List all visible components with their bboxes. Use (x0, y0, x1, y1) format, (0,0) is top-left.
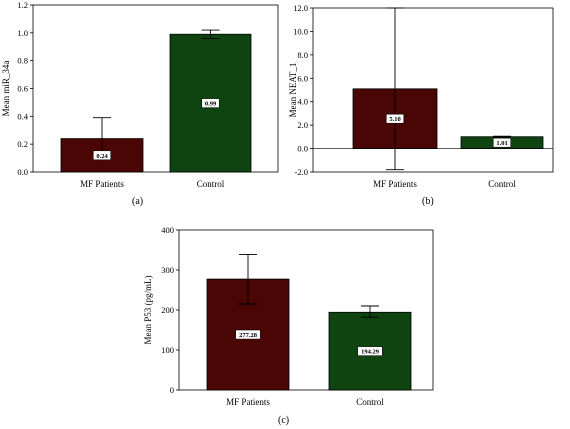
x-category-label: Control (488, 179, 516, 189)
panel-label-b: (b) (422, 196, 434, 207)
y-tick-label: 0.2 (17, 139, 28, 149)
y-tick-label: 0 (170, 385, 174, 395)
y-tick-label: 0.4 (17, 111, 28, 121)
y-axis-label: Mean NEAT_1 (288, 63, 298, 118)
y-axis-label: Mean P53 (pg/mL) (143, 276, 153, 345)
y-axis-label: Mean miR_34a (1, 61, 11, 117)
y-tick-label: 0.6 (17, 84, 28, 94)
x-category-label: MF Patients (373, 179, 417, 189)
data-label: 1.01 (496, 140, 507, 147)
y-tick-label: 12.0 (293, 3, 308, 13)
data-label-box (493, 137, 511, 148)
y-tick-label: 0.0 (17, 167, 28, 177)
data-label: 0.99 (205, 101, 217, 108)
chart-a: 0.0 0.2 0.4 0.6 0.8 1.0 1.2 Mean miR_34a 0.24 MF … (1, 0, 279, 189)
x-category-label: Control (197, 179, 225, 189)
y-tick-label: 10.0 (293, 26, 308, 36)
y-tick-label: 400 (161, 225, 174, 235)
chart-c: 0 100 200 300 400 Mean P53 (pg/mL) 277.28 MF Pa… (143, 225, 434, 407)
data-label-box (235, 329, 261, 340)
y-tick-label: 300 (161, 265, 174, 275)
x-category-label: MF Patients (80, 179, 124, 189)
y-tick-label: 100 (161, 345, 174, 355)
y-tick-label: 4.0 (297, 97, 308, 107)
data-label: 5.10 (389, 116, 400, 123)
data-label-box (386, 113, 404, 124)
y-tick-label: 1.2 (17, 0, 28, 10)
data-label: 0.24 (96, 153, 108, 160)
y-tick-label: 1.0 (17, 28, 28, 38)
y-tick-label: 0.0 (297, 144, 308, 154)
data-label-box (357, 346, 383, 356)
plot-frame (312, 7, 554, 173)
x-category-label: MF Patients (226, 397, 270, 407)
y-tick-label: 200 (161, 305, 174, 315)
data-label-box (93, 150, 111, 161)
data-label: 277.28 (239, 332, 258, 339)
data-label: 194.29 (361, 349, 380, 356)
y-tick-label: 2.0 (297, 120, 308, 130)
y-tick-label: 6.0 (297, 73, 308, 83)
panel-label-a: (a) (132, 196, 144, 207)
x-category-label: Control (356, 397, 384, 407)
data-label-box (201, 98, 220, 108)
y-tick-label: -2.0 (295, 167, 308, 177)
y-tick-label: 0.8 (17, 56, 28, 66)
y-tick-label: 8.0 (297, 50, 308, 60)
chart-b: -2.0 0.0 2.0 4.0 6.0 8.0 10.0 12.0 Mean NEAT_1 5.… (288, 3, 554, 189)
panel-label-c: (c) (278, 415, 290, 426)
